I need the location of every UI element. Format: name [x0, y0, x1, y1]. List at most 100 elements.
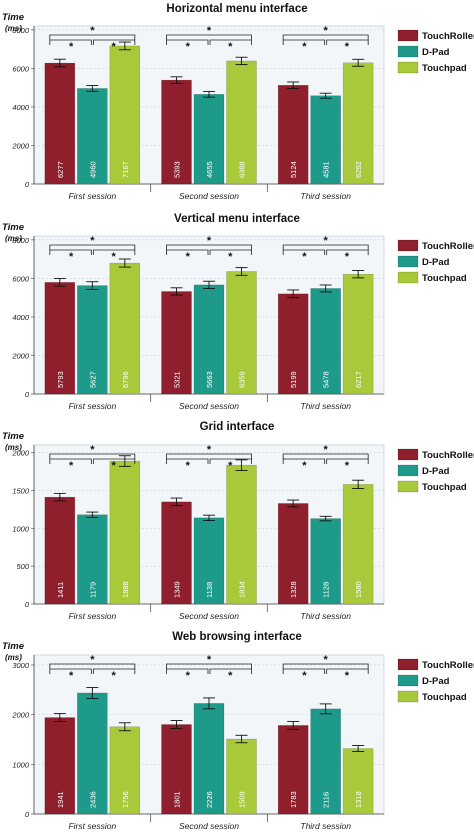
- significance-star: *: [302, 251, 307, 263]
- y-tick-label: 500: [16, 562, 29, 571]
- bar-touchroller: [161, 291, 192, 395]
- significance-star: *: [228, 670, 233, 682]
- bar-dpad: [193, 703, 225, 815]
- significance-star: *: [228, 251, 233, 263]
- significance-star: *: [324, 654, 329, 666]
- significance-bracket: [282, 668, 326, 674]
- bar-value-label: 1941: [56, 791, 65, 808]
- bar-value-label: 1801: [173, 791, 182, 808]
- significance-star: *: [207, 444, 212, 456]
- legend-label: Touchpad: [422, 273, 467, 284]
- significance-star: *: [186, 460, 191, 472]
- x-category-label: First session: [68, 191, 116, 201]
- bar-touchroller: [277, 503, 309, 605]
- bar-value-label: 4581: [322, 161, 331, 178]
- bar-value-label: 5663: [205, 371, 214, 388]
- significance-star: *: [324, 25, 329, 37]
- bar-value-label: 1834: [238, 581, 247, 598]
- significance-star: *: [324, 444, 329, 456]
- bar-value-label: 5393: [173, 161, 182, 178]
- bar-value-label: 1580: [354, 581, 363, 598]
- bar-value-label: 1783: [289, 791, 298, 808]
- y-tick-label: 4000: [12, 103, 30, 112]
- significance-bracket: [166, 244, 252, 250]
- bar-value-label: 1138: [205, 582, 214, 598]
- bar-value-label: 6359: [238, 371, 247, 388]
- bar-value-label: 2226: [205, 791, 214, 808]
- legend-swatch: [397, 255, 419, 268]
- significance-bracket: [92, 668, 136, 674]
- legend-label: Touchpad: [422, 482, 467, 493]
- significance-star: *: [186, 670, 191, 682]
- bar-touchroller: [277, 725, 309, 815]
- bar-touchpad: [109, 45, 141, 185]
- bar-value-label: 1328: [289, 581, 298, 598]
- x-category-label: Third session: [300, 821, 351, 831]
- bar-touchpad: [109, 460, 141, 605]
- significance-star: *: [302, 460, 307, 472]
- y-axis-label: Time: [2, 222, 25, 233]
- bar-touchpad: [226, 60, 257, 185]
- y-axis-label: Time: [2, 431, 25, 442]
- legend-label: Touchpad: [422, 63, 467, 74]
- chart-panel-4: Web browsing interface Time(ms) 0 1000 2000 3…: [2, 631, 474, 831]
- legend-swatch: [397, 45, 419, 58]
- y-tick-label: 2000: [11, 711, 30, 720]
- y-tick-label: 4000: [12, 313, 30, 322]
- bar-touchroller: [277, 85, 309, 185]
- bar-value-label: 5321: [173, 371, 182, 388]
- bar-dpad: [310, 518, 341, 605]
- bar-value-label: 5793: [56, 371, 65, 388]
- chart-title: Horizontal menu interface: [166, 3, 307, 15]
- significance-bracket: [92, 39, 136, 45]
- significance-star: *: [69, 41, 74, 53]
- legend-label: D-Pad: [422, 257, 450, 268]
- bar-value-label: 6292: [354, 161, 363, 178]
- y-tick-label: 8000: [12, 26, 30, 35]
- legend-swatch: [397, 480, 419, 493]
- significance-star: *: [207, 235, 212, 247]
- bar-value-label: 1509: [238, 791, 247, 808]
- bar-value-label: 6388: [238, 161, 247, 178]
- significance-star: *: [228, 41, 233, 53]
- bar-value-label: 1411: [56, 582, 65, 598]
- legend-label: TouchRoller: [422, 31, 474, 42]
- significance-bracket: [209, 39, 252, 45]
- significance-star: *: [302, 41, 307, 53]
- significance-bracket: [166, 34, 252, 40]
- y-tick-label: 0: [25, 600, 30, 609]
- significance-star: *: [111, 670, 116, 682]
- significance-star: *: [90, 25, 95, 37]
- legend-label: TouchRoller: [422, 450, 474, 461]
- bar-touchroller: [161, 79, 192, 185]
- bar-dpad: [77, 88, 108, 185]
- legend-label: Touchpad: [422, 692, 467, 703]
- legend-label: D-Pad: [422, 47, 450, 58]
- significance-bracket: [209, 249, 252, 255]
- legend-swatch: [397, 271, 419, 284]
- significance-bracket: [209, 458, 252, 464]
- significance-star: *: [345, 251, 350, 263]
- y-axis-label: Time: [2, 641, 25, 652]
- x-category-label: First session: [68, 821, 116, 831]
- bar-touchroller: [44, 496, 76, 605]
- significance-star: *: [345, 670, 350, 682]
- x-category-label: First session: [68, 611, 116, 621]
- y-tick-label: 0: [25, 810, 30, 819]
- significance-bracket: [282, 34, 369, 40]
- significance-bracket: [326, 458, 369, 464]
- bar-dpad: [310, 95, 341, 185]
- chart-title: Grid interface: [200, 421, 275, 433]
- y-tick-label: 2000: [11, 351, 30, 360]
- bar-value-label: 1349: [173, 581, 182, 598]
- significance-bracket: [49, 39, 92, 45]
- y-axis-label: Time: [2, 12, 25, 23]
- significance-bracket: [49, 668, 92, 674]
- y-tick-label: 1000: [12, 524, 30, 533]
- significance-bracket: [282, 244, 369, 250]
- legend-label: D-Pad: [422, 466, 450, 477]
- bar-value-label: 6277: [56, 161, 65, 178]
- significance-star: *: [207, 654, 212, 666]
- bar-value-label: 4960: [88, 161, 97, 178]
